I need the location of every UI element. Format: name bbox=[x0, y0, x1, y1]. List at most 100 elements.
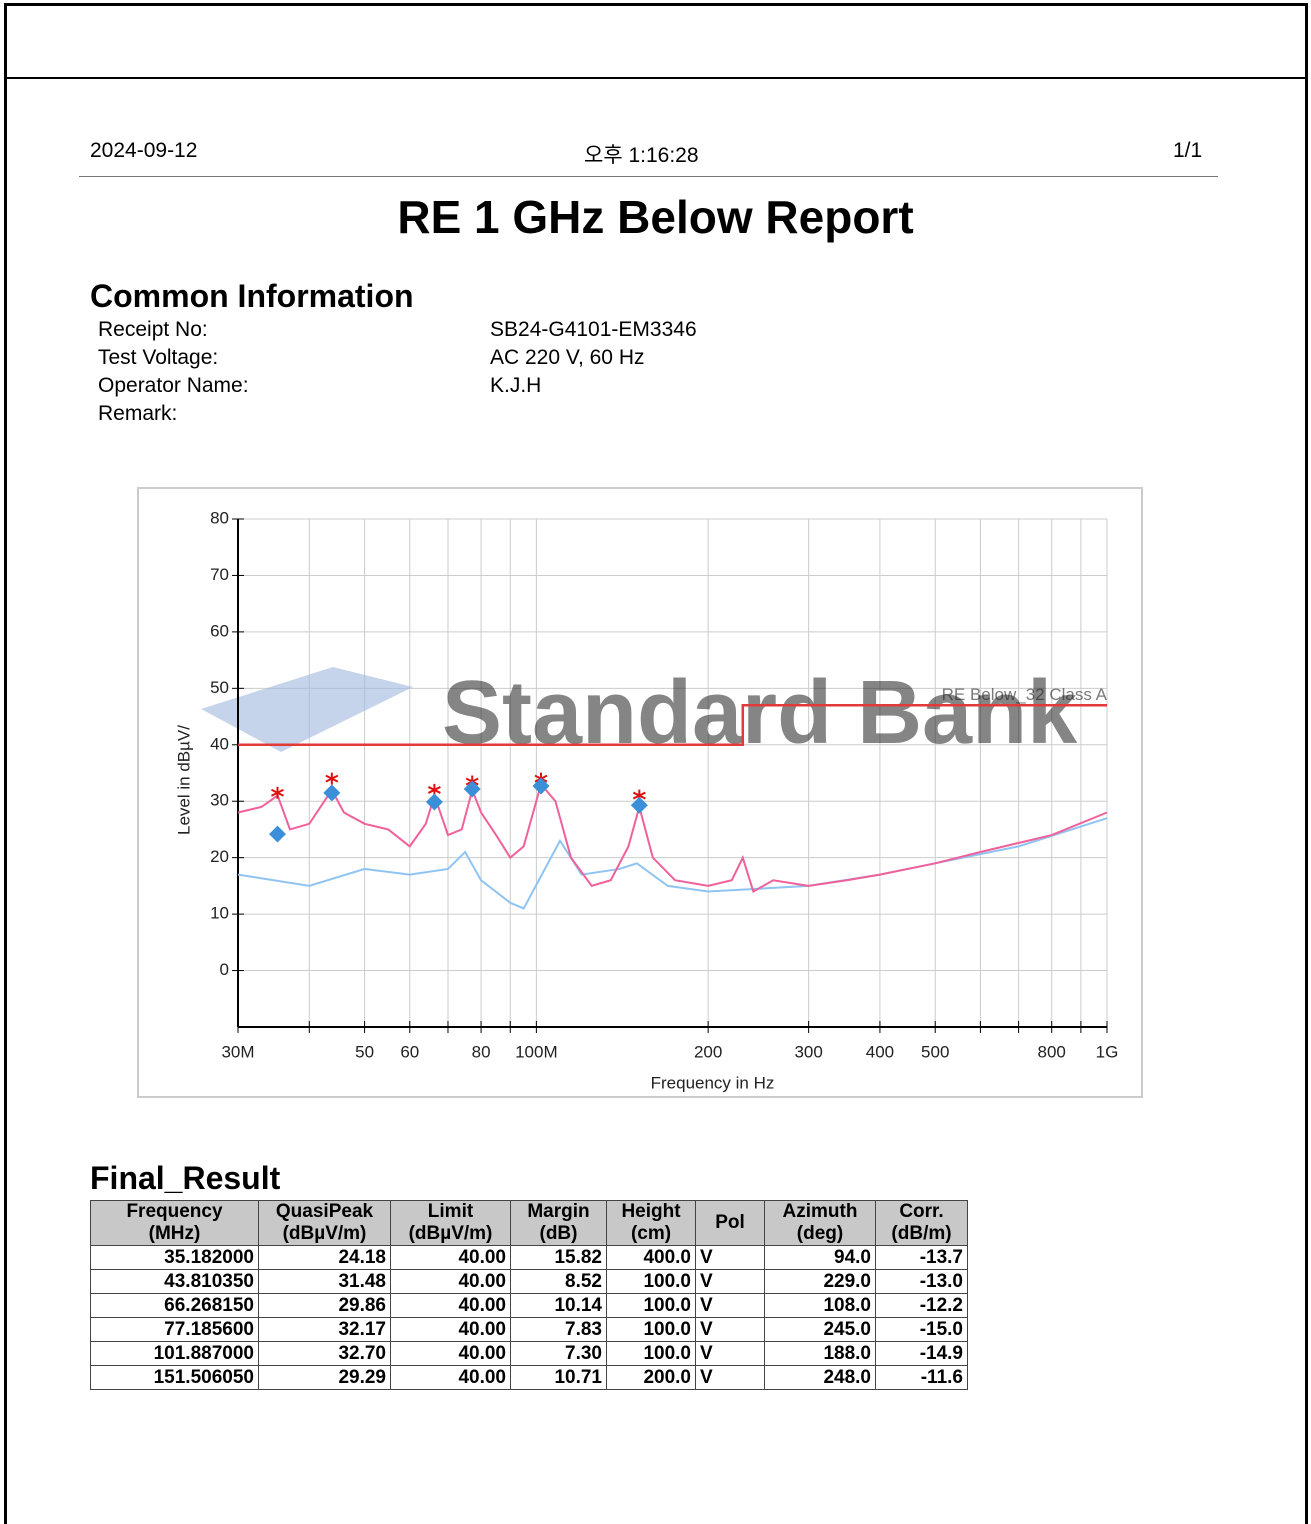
cell: 248.0 bbox=[764, 1365, 876, 1390]
top-bar bbox=[4, 77, 1308, 79]
time: 오후 1:16:28 bbox=[584, 144, 699, 167]
result-table: Frequency (MHz) QuasiPeak (dBµV/m) Limit (dBµ… bbox=[90, 1200, 968, 1390]
cell: 66.268150 bbox=[90, 1293, 259, 1318]
cell: 40.00 bbox=[390, 1317, 511, 1342]
cell: 200.0 bbox=[606, 1365, 696, 1390]
header-text: QuasiPeak bbox=[275, 1201, 374, 1222]
cell: 77.185600 bbox=[90, 1317, 259, 1342]
x-tick-label: 100M bbox=[515, 1042, 558, 1061]
watermark-logo bbox=[201, 667, 413, 752]
cell: 188.0 bbox=[764, 1341, 876, 1366]
data-row: 35.182000 24.18 40.00 15.82 400.0 V 94.0 -13.7 bbox=[90, 1245, 968, 1270]
info-label: Test Voltage: bbox=[98, 346, 219, 369]
cell: V bbox=[695, 1365, 765, 1390]
header-text: Margin bbox=[527, 1201, 590, 1222]
cell: 32.17 bbox=[258, 1317, 391, 1342]
x-tick-label: 50 bbox=[355, 1042, 374, 1061]
cell: 100.0 bbox=[606, 1317, 696, 1342]
y-tick-label: 10 bbox=[210, 904, 229, 923]
column-header: Limit (dBµV/m) bbox=[390, 1200, 511, 1246]
y-tick-label: 0 bbox=[220, 960, 229, 979]
x-tick-label: 80 bbox=[472, 1042, 491, 1061]
x-tick-label: 800 bbox=[1038, 1042, 1066, 1061]
cell: 31.48 bbox=[258, 1269, 391, 1294]
page-number: 1/1 bbox=[1173, 139, 1203, 162]
column-header: QuasiPeak (dBµV/m) bbox=[258, 1200, 391, 1246]
cell: V bbox=[695, 1245, 765, 1270]
cell: 7.83 bbox=[510, 1317, 607, 1342]
header-text: (dB/m) bbox=[891, 1223, 952, 1244]
cell: -14.9 bbox=[875, 1341, 968, 1366]
cell: -13.0 bbox=[875, 1269, 968, 1294]
x-tick-label: 400 bbox=[866, 1042, 894, 1061]
header-text: Corr. bbox=[899, 1201, 944, 1222]
data-row: 151.506050 29.29 40.00 10.71 200.0 V 248.0 -11.… bbox=[90, 1365, 968, 1390]
info-value: K.J.H bbox=[490, 374, 542, 397]
cell: -13.7 bbox=[875, 1245, 968, 1270]
header-text: Limit bbox=[427, 1201, 474, 1222]
column-header: Corr. (dB/m) bbox=[875, 1200, 968, 1246]
x-tick-label: 30M bbox=[221, 1042, 254, 1061]
final-marker bbox=[463, 780, 481, 798]
y-tick-label: 50 bbox=[210, 678, 229, 697]
x-tick-label: 200 bbox=[694, 1042, 722, 1061]
cell: 10.71 bbox=[510, 1365, 607, 1390]
header-text: Azimuth bbox=[782, 1201, 858, 1222]
header-text: (MHz) bbox=[148, 1223, 201, 1244]
cell: 40.00 bbox=[390, 1269, 511, 1294]
info-label: Receipt No: bbox=[98, 318, 208, 341]
y-axis-label: Level in dBµV/ bbox=[174, 725, 193, 835]
cell: 108.0 bbox=[764, 1293, 876, 1318]
info-label: Remark: bbox=[98, 402, 178, 425]
cell: 40.00 bbox=[390, 1245, 511, 1270]
final-marker bbox=[269, 825, 286, 843]
date: 2024-09-12 bbox=[90, 139, 198, 162]
cell: V bbox=[695, 1269, 765, 1294]
header-text: (cm) bbox=[630, 1223, 672, 1244]
cell: 8.52 bbox=[510, 1269, 607, 1294]
cell: 100.0 bbox=[606, 1293, 696, 1318]
cell: 29.86 bbox=[258, 1293, 391, 1318]
y-tick-label: 20 bbox=[210, 847, 229, 866]
cell: 100.0 bbox=[606, 1269, 696, 1294]
cell: 29.29 bbox=[258, 1365, 391, 1390]
y-tick-label: 30 bbox=[210, 791, 229, 810]
header-text: (dB) bbox=[539, 1223, 578, 1244]
cell: 32.70 bbox=[258, 1341, 391, 1366]
cell: -11.6 bbox=[875, 1365, 968, 1390]
info-value: SB24-G4101-EM3346 bbox=[490, 318, 697, 341]
cell: 94.0 bbox=[764, 1245, 876, 1270]
header-text: Pol bbox=[715, 1212, 745, 1233]
cell: -15.0 bbox=[875, 1317, 968, 1342]
cell: 35.182000 bbox=[90, 1245, 259, 1270]
cell: 229.0 bbox=[764, 1269, 876, 1294]
cell: V bbox=[695, 1341, 765, 1366]
data-row: 77.185600 32.17 40.00 7.83 100.0 V 245.0 -15.0 bbox=[90, 1317, 968, 1342]
peak-marker bbox=[325, 772, 339, 785]
cell: 40.00 bbox=[390, 1341, 511, 1366]
data-row: 43.810350 31.48 40.00 8.52 100.0 V 229.0 -13.0 bbox=[90, 1269, 968, 1294]
header-text: (dBµV/m) bbox=[408, 1223, 493, 1244]
column-header: Margin (dB) bbox=[510, 1200, 607, 1246]
column-header: Azimuth (deg) bbox=[764, 1200, 876, 1246]
x-tick-label: 60 bbox=[400, 1042, 419, 1061]
final-marker bbox=[425, 793, 443, 811]
header-row: Frequency (MHz) QuasiPeak (dBµV/m) Limit (dBµ… bbox=[90, 1200, 968, 1246]
column-header: Frequency (MHz) bbox=[90, 1200, 259, 1246]
cell: 151.506050 bbox=[90, 1365, 259, 1390]
column-header: Height (cm) bbox=[606, 1200, 696, 1246]
watermark: Standard Bank bbox=[442, 663, 1078, 763]
cell: -12.2 bbox=[875, 1293, 968, 1318]
cell: 100.0 bbox=[606, 1341, 696, 1366]
data-row: 66.268150 29.86 40.00 10.14 100.0 V 108.0 -12.2 bbox=[90, 1293, 968, 1318]
data-row: 101.887000 32.70 40.00 7.30 100.0 V 188.0 -14.9 bbox=[90, 1341, 968, 1366]
cell: 40.00 bbox=[390, 1365, 511, 1390]
chart: 0 10 20 30 40 50 60 70 80 30M 50 60 80 100M 200 300 400 5… bbox=[137, 487, 1143, 1098]
cell: 24.18 bbox=[258, 1245, 391, 1270]
y-tick-label: 70 bbox=[210, 565, 229, 584]
cell: 101.887000 bbox=[90, 1341, 259, 1366]
y-tick-label: 60 bbox=[210, 621, 229, 640]
page-frame bbox=[4, 3, 1308, 1524]
x-tick-label: 500 bbox=[921, 1042, 949, 1061]
